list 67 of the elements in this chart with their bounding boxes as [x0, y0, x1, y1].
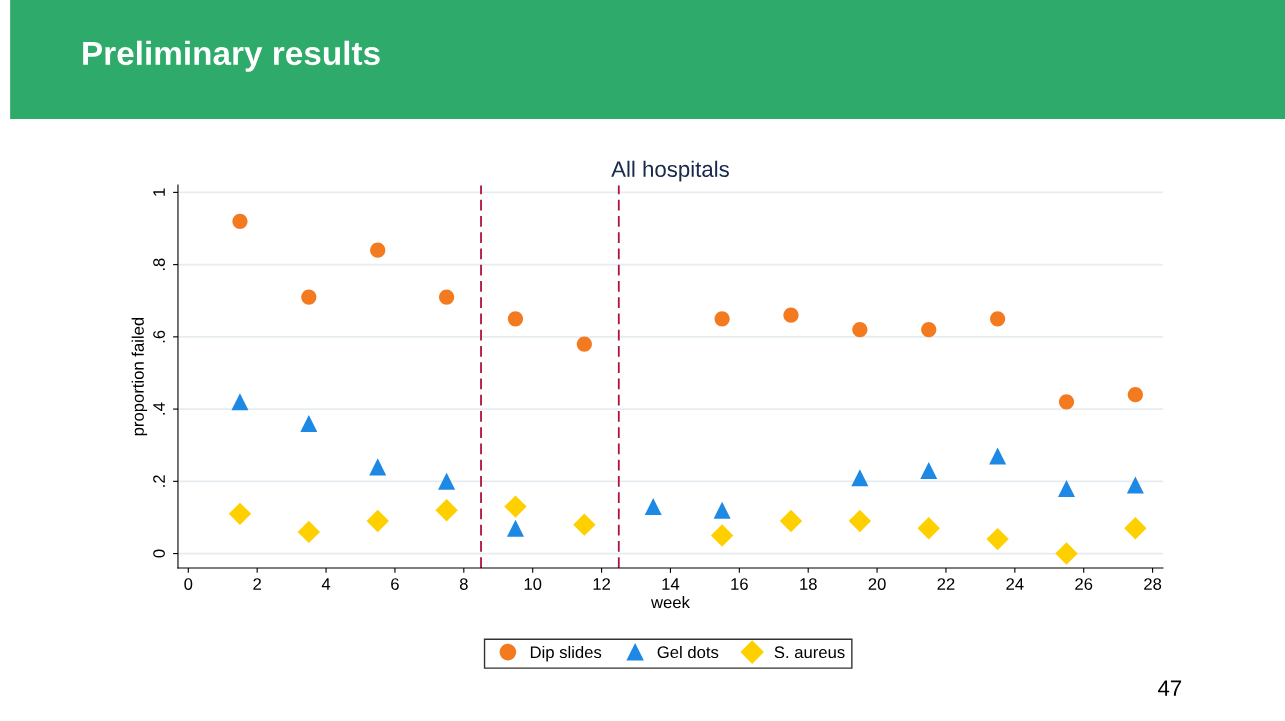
point — [1058, 394, 1075, 410]
point — [848, 509, 872, 533]
point — [990, 311, 1006, 327]
point — [370, 242, 386, 258]
point — [301, 289, 317, 305]
point — [438, 472, 456, 490]
x-tick-label: 14 — [662, 578, 680, 590]
point — [435, 499, 458, 522]
x-tick-label: 6 — [391, 578, 399, 590]
point — [300, 415, 318, 433]
x-tick-label: 8 — [459, 578, 468, 590]
x-tick-label: 26 — [1075, 578, 1093, 590]
point — [986, 527, 1009, 551]
point — [644, 498, 662, 516]
chart-subtitle: All hospitals — [611, 160, 729, 182]
legend-label: Dip slides — [530, 645, 602, 662]
legend-label: Gel dots — [657, 645, 719, 659]
point — [920, 461, 938, 479]
point — [852, 322, 868, 338]
x-tick-label: 24 — [1006, 578, 1024, 590]
x-tick-label: 18 — [800, 578, 817, 590]
point — [713, 501, 731, 519]
y-tick-label: .8 — [153, 258, 165, 271]
point — [710, 524, 734, 547]
point — [576, 336, 592, 352]
point — [1124, 517, 1147, 540]
point — [783, 307, 799, 323]
point — [506, 519, 524, 537]
x-tick-label: 4 — [321, 578, 331, 590]
x-tick-label: 28 — [1144, 578, 1162, 590]
point — [507, 311, 524, 327]
x-tick-label: 20 — [868, 578, 886, 590]
point — [573, 513, 596, 536]
y-axis-title: proportion failed — [131, 317, 148, 436]
legend-label: S. aureus — [774, 646, 845, 659]
point — [504, 495, 527, 518]
point — [1057, 480, 1075, 498]
point — [1126, 476, 1144, 494]
point — [921, 322, 937, 338]
x-tick-label: 10 — [524, 578, 542, 590]
y-tick-label: .4 — [153, 402, 165, 415]
point — [232, 213, 248, 229]
point — [366, 509, 389, 533]
x-tick-label: 12 — [593, 578, 610, 590]
chart-title: Preliminary results — [83, 40, 380, 72]
point — [369, 458, 387, 476]
point — [851, 469, 869, 487]
point — [297, 520, 321, 544]
point — [1055, 542, 1078, 565]
point — [917, 517, 940, 540]
point — [1127, 387, 1143, 403]
y-tick-label: 0 — [153, 549, 165, 558]
point — [231, 393, 249, 411]
point — [779, 509, 803, 533]
x-tick-label: 0 — [184, 578, 193, 590]
point — [989, 447, 1007, 465]
point — [714, 311, 730, 327]
x-tick-label: 2 — [253, 578, 261, 590]
y-tick-label: 1 — [153, 188, 165, 196]
y-tick-label: .6 — [153, 330, 165, 343]
x-tick-label: 16 — [731, 578, 748, 590]
x-tick-label: 22 — [937, 578, 955, 590]
point — [438, 289, 455, 305]
point — [228, 502, 252, 526]
x-axis-title: week — [650, 596, 690, 609]
text: 47 — [1158, 680, 1182, 696]
y-tick-label: .2 — [153, 475, 165, 487]
